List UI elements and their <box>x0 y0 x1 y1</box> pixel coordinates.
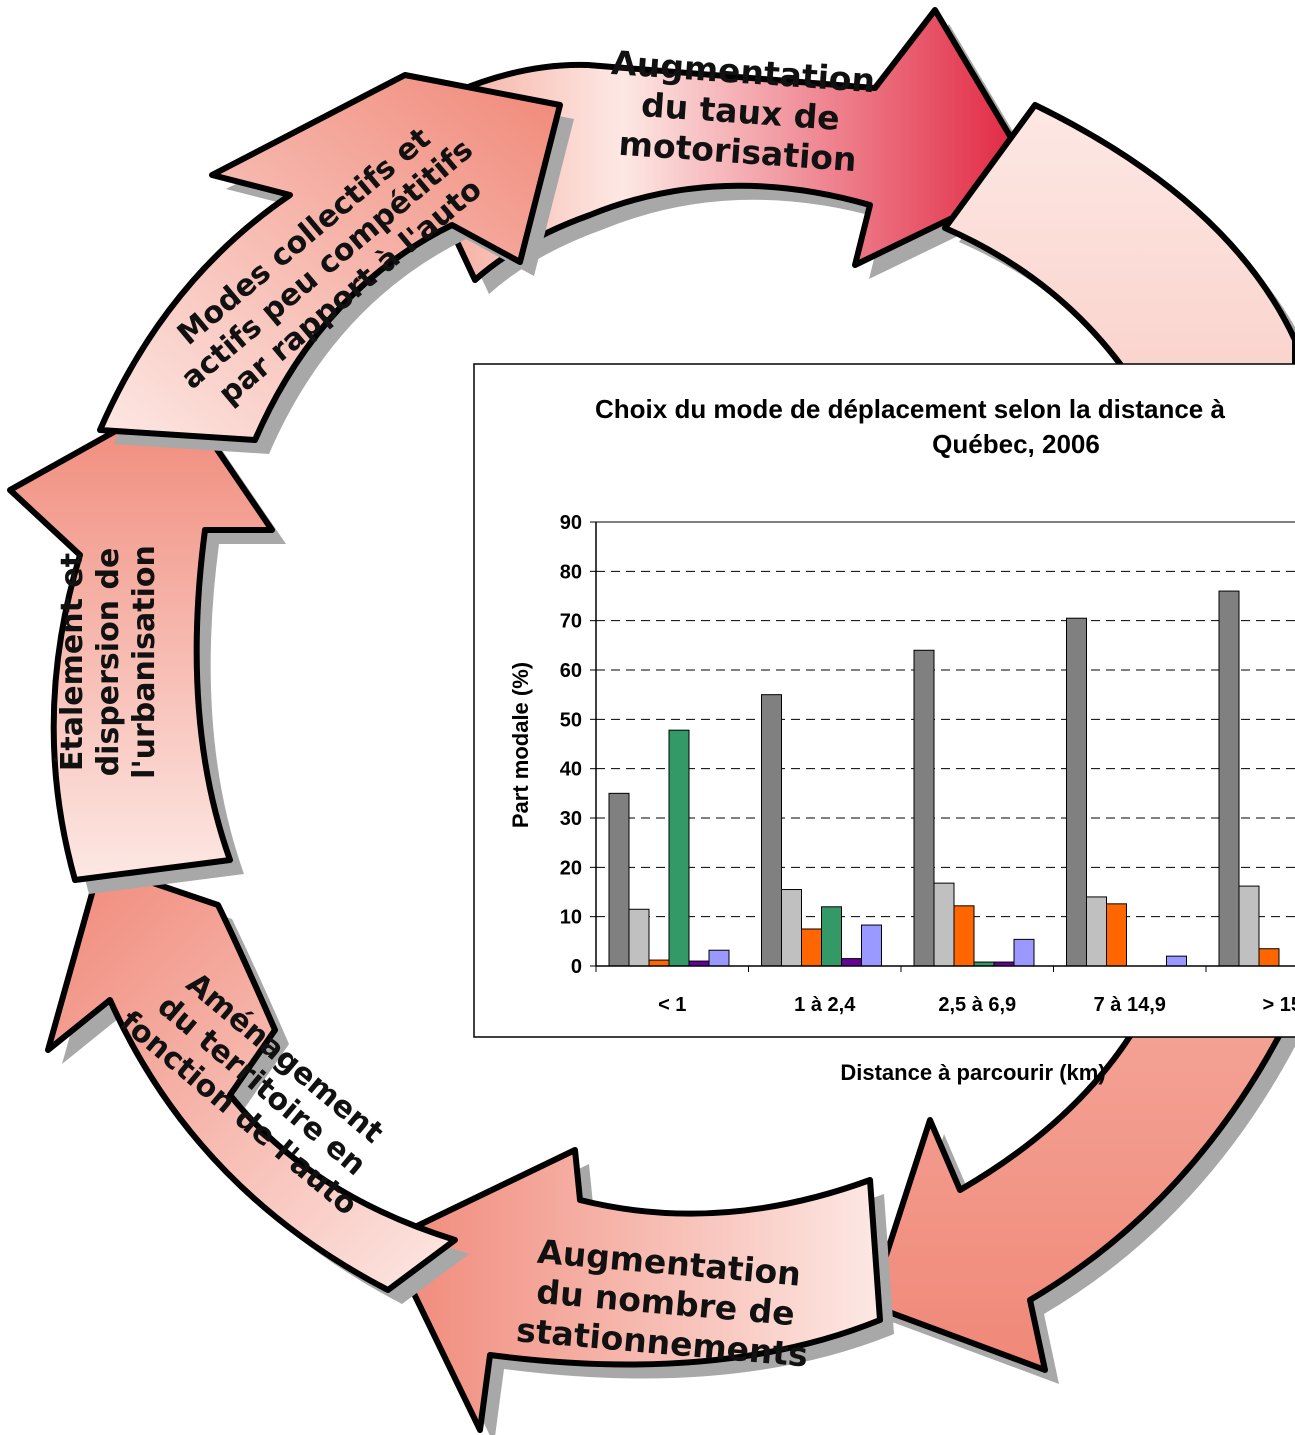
arrow-motorisation-in <box>97 72 574 454</box>
y-tick-label: 30 <box>560 808 582 830</box>
bar <box>1238 885 1260 967</box>
arrow-amenagement <box>385 1147 894 1435</box>
chart-panel: Choix du mode de déplacement selon la di… <box>473 363 1295 1085</box>
chart-bars <box>608 590 1280 967</box>
bar <box>861 924 882 967</box>
bar <box>1166 955 1187 967</box>
bar <box>628 908 650 967</box>
bar <box>953 905 975 967</box>
x-tick-label: 7 à 14,9 <box>1094 994 1166 1016</box>
bar <box>1258 948 1280 967</box>
arrow-modes <box>7 392 286 894</box>
bar <box>608 792 630 967</box>
x-axis-ticks: < 1 1 à 2,4 2,5 à 6,9 7 à 14,9 > 15 <box>595 966 1295 1016</box>
bar <box>1066 617 1087 967</box>
y-axis-label: Part modale (%) <box>508 662 533 828</box>
x-tick-label: 2,5 à 6,9 <box>938 994 1016 1016</box>
chart-title-line2: Québec, 2006 <box>932 429 1100 459</box>
step-label-motorisation: Augmentation du taux de motorisation <box>610 43 876 179</box>
step-etalement-line2: dispersion de <box>91 548 126 777</box>
bar <box>821 906 842 967</box>
x-tick-label: > 15 <box>1263 994 1295 1016</box>
x-axis <box>595 522 1295 967</box>
y-tick-label: 50 <box>560 709 582 731</box>
bar <box>933 882 955 967</box>
y-tick-label: 70 <box>560 611 582 633</box>
y-tick-label: 20 <box>560 857 582 879</box>
chart-frame <box>473 363 1295 1038</box>
bar <box>913 649 935 967</box>
step-label-stationnements: Augmentation du nombre de stationnements <box>515 1232 810 1375</box>
step-label-etalement: Étalement et dispersion de l'urbanisatio… <box>54 545 162 779</box>
step-etalement-line3: l'urbanisation <box>127 545 162 779</box>
y-axis-ticks: 0 10 20 30 40 50 60 70 80 90 <box>560 512 596 978</box>
y-tick-label: 60 <box>560 660 582 682</box>
y-tick-label: 40 <box>560 759 582 781</box>
arrow-etalement <box>45 862 469 1304</box>
y-tick-label: 90 <box>560 512 582 534</box>
bar <box>1013 938 1035 967</box>
y-tick-label: 10 <box>560 907 582 929</box>
bar <box>781 889 802 967</box>
x-tick-label: 1 à 2,4 <box>794 994 856 1016</box>
arrow-motorisation <box>397 7 1049 294</box>
bar <box>648 959 670 967</box>
bar <box>708 949 730 967</box>
bar <box>668 729 690 967</box>
x-axis-label: Distance à parcourir (km) <box>840 1060 1105 1085</box>
bar <box>761 694 782 967</box>
y-tick-label: 0 <box>571 956 582 978</box>
bar <box>1218 590 1240 967</box>
x-tick-label: < 1 <box>658 994 686 1016</box>
bar <box>1086 896 1107 967</box>
bar <box>841 958 862 967</box>
bar <box>1106 903 1127 967</box>
step-etalement-line1: Étalement et <box>54 553 90 771</box>
y-tick-label: 80 <box>560 561 582 583</box>
chart-title-line1: Choix du mode de déplacement selon la di… <box>595 394 1225 424</box>
bar <box>801 928 822 967</box>
